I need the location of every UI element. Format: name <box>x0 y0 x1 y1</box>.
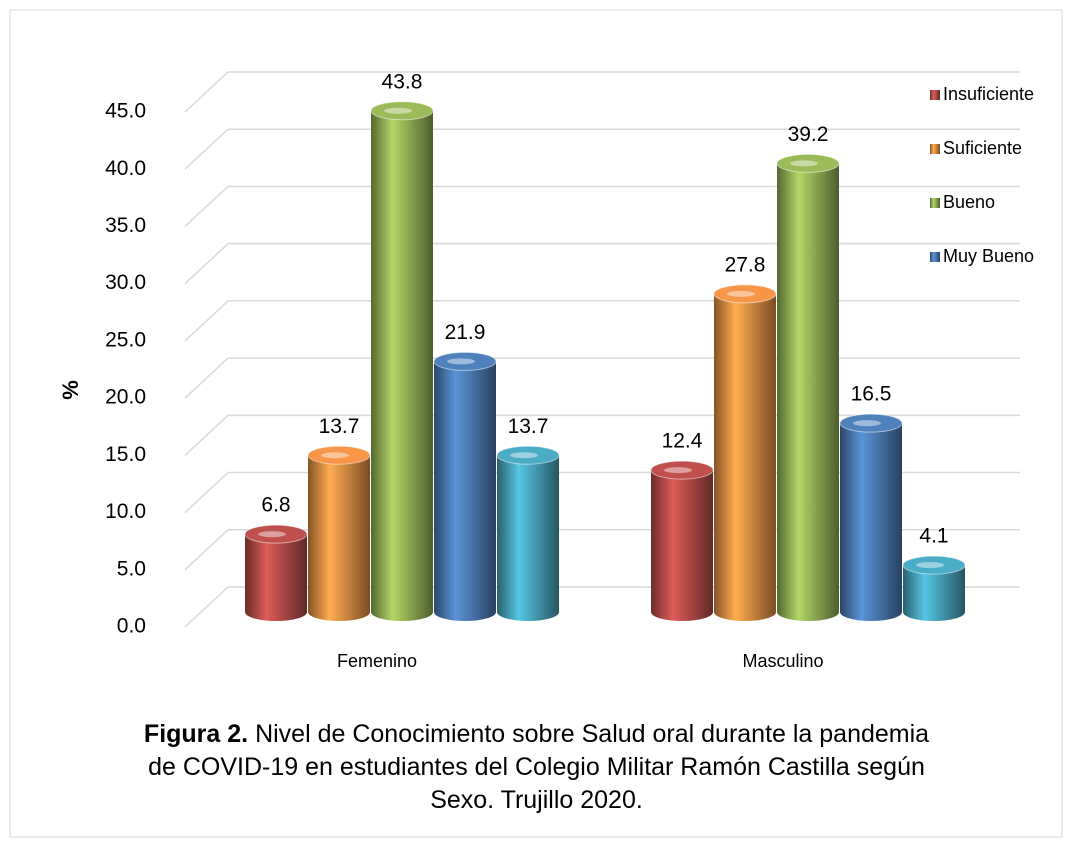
bar <box>713 284 777 621</box>
grid-side <box>184 472 229 514</box>
legend-label: Muy Bueno <box>943 246 1034 266</box>
y-tick-label: 20.0 <box>105 386 146 409</box>
bar <box>433 351 497 621</box>
data-label: 13.7 <box>319 415 360 438</box>
y-tick-label: 5.0 <box>117 557 146 580</box>
grid-side <box>184 128 229 170</box>
grid-side <box>184 414 229 456</box>
data-label: 13.7 <box>508 415 549 438</box>
y-tick-label: 10.0 <box>105 500 146 523</box>
y-tick-label: 45.0 <box>105 100 146 123</box>
bar <box>776 153 840 621</box>
bar <box>496 445 560 621</box>
grid-side <box>184 243 229 285</box>
caption-label: Figura 2. <box>143 720 249 748</box>
grid-side <box>184 71 229 113</box>
y-tick-label: 30.0 <box>105 271 146 294</box>
legend-swatch <box>930 252 940 262</box>
y-axis-label: % <box>58 380 83 400</box>
bar <box>839 413 903 621</box>
legend-swatch <box>930 198 940 208</box>
data-label: 4.1 <box>919 525 948 548</box>
data-label: 39.2 <box>788 123 829 146</box>
legend-swatch <box>930 144 940 154</box>
bar <box>902 555 966 621</box>
bar <box>370 101 434 621</box>
legend-label: Bueno <box>943 192 995 212</box>
data-label: 27.8 <box>725 253 766 276</box>
bar <box>307 445 371 621</box>
bar <box>244 524 308 621</box>
data-label: 21.9 <box>445 321 486 344</box>
y-tick-label: 40.0 <box>105 157 146 180</box>
y-tick-label: 0.0 <box>117 615 146 638</box>
data-label: 16.5 <box>851 383 892 406</box>
legend-label: Insuficiente <box>943 84 1034 104</box>
grid-side <box>184 300 229 342</box>
legend-swatch <box>930 90 940 100</box>
grid-side <box>184 185 229 227</box>
x-tick-label: Masculino <box>742 651 823 671</box>
grid-side <box>184 586 229 628</box>
data-label: 12.4 <box>662 430 703 453</box>
grid-side <box>184 357 229 399</box>
caption: Figura 2. Nivel de Conocimiento sobre Sa… <box>140 718 933 817</box>
data-label: 6.8 <box>261 494 290 517</box>
bar <box>650 460 714 621</box>
y-tick-label: 15.0 <box>105 443 146 466</box>
y-tick-label: 35.0 <box>105 214 146 237</box>
data-label: 43.8 <box>382 70 423 93</box>
caption-text: Nivel de Conocimiento sobre Salud oral d… <box>148 720 930 814</box>
y-tick-label: 25.0 <box>105 328 146 351</box>
frame <box>9 9 1063 838</box>
legend-label: Suficiente <box>943 138 1022 158</box>
grid-side <box>184 529 229 571</box>
x-tick-label: Femenino <box>337 651 417 671</box>
